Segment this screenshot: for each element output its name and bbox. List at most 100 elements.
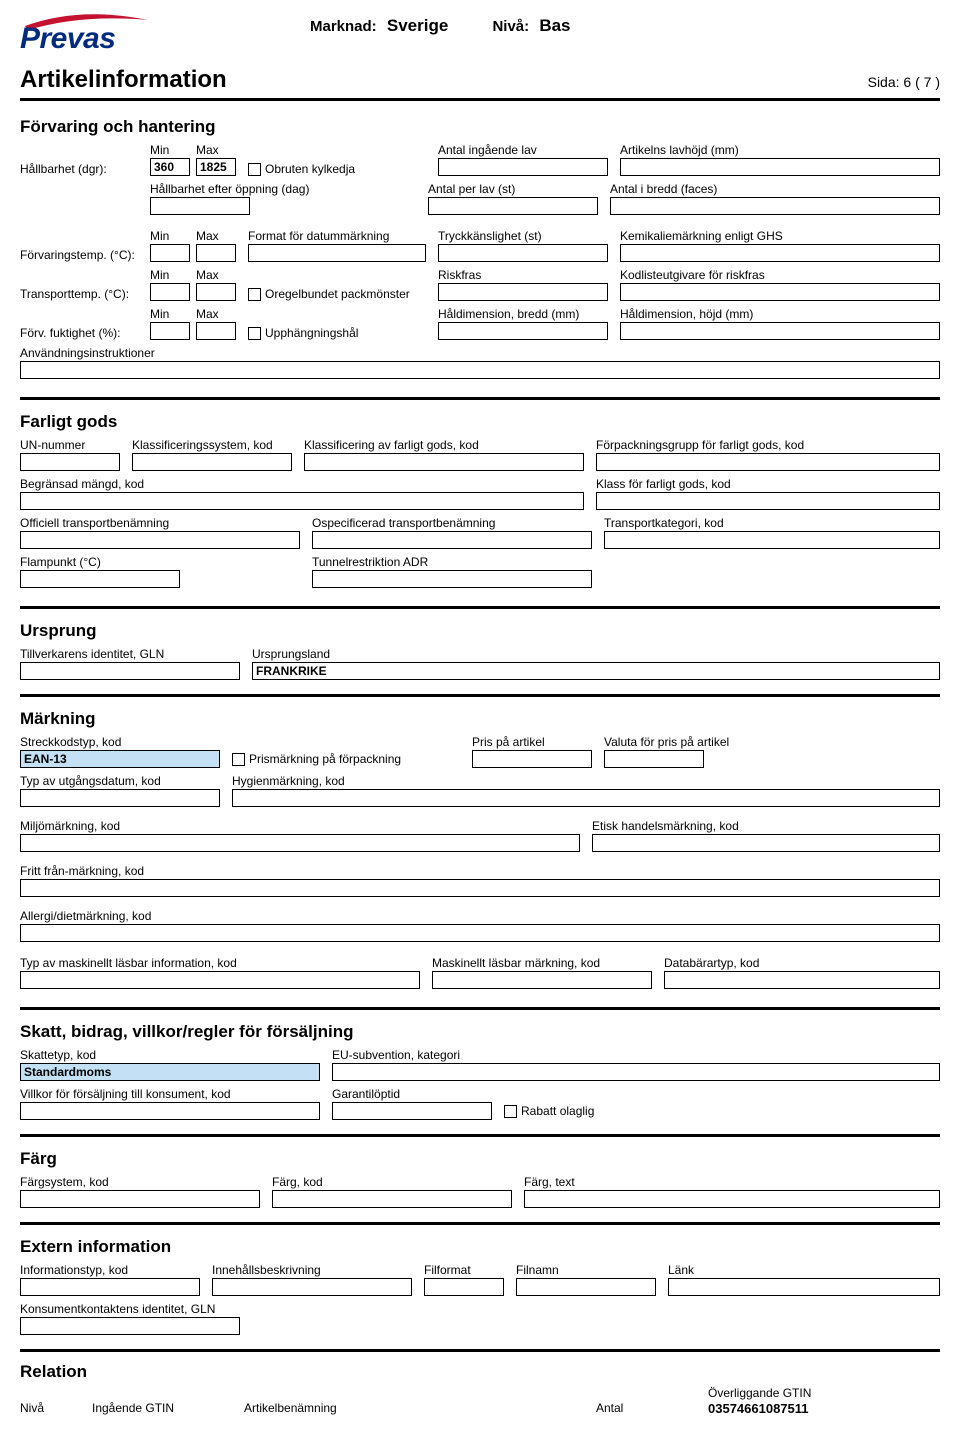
unspec-input[interactable] <box>312 531 592 549</box>
ext-link-label: Länk <box>668 1263 940 1277</box>
date-format-input[interactable] <box>248 244 426 262</box>
irregular-checkbox[interactable] <box>248 288 261 301</box>
barcode-input[interactable]: EAN-13 <box>20 750 220 768</box>
ext-fmt-input[interactable] <box>424 1278 504 1296</box>
tunnel-input[interactable] <box>312 570 592 588</box>
color-code-input[interactable] <box>272 1190 512 1208</box>
un-input[interactable] <box>20 453 120 471</box>
allergy-label: Allergi/dietmärkning, kod <box>20 909 940 923</box>
class-sys-input[interactable] <box>132 453 292 471</box>
allergy-input[interactable] <box>20 924 940 942</box>
limited-label: Begränsad mängd, kod <box>20 477 584 491</box>
cat-input[interactable] <box>604 531 940 549</box>
ext-type-input[interactable] <box>20 1278 200 1296</box>
machine-type-input[interactable] <box>20 971 420 989</box>
warranty-input[interactable] <box>332 1102 492 1120</box>
open-label: Hållbarhet efter öppning (dag) <box>150 182 428 196</box>
market-label: Marknad: <box>310 18 377 35</box>
page-title: Artikelinformation <box>20 66 227 94</box>
flash-input[interactable] <box>20 570 180 588</box>
width-faces-input[interactable] <box>610 197 940 215</box>
storage-temp-min[interactable] <box>150 244 190 262</box>
shelf-max[interactable]: 1825 <box>196 158 236 176</box>
ext-type-label: Informationstyp, kod <box>20 1263 200 1277</box>
price-input[interactable] <box>472 750 592 768</box>
class-sys-label: Klassificeringssystem, kod <box>132 438 292 452</box>
unbroken-checkbox[interactable] <box>248 163 261 176</box>
cond-input[interactable] <box>20 1102 320 1120</box>
risk-input[interactable] <box>438 283 608 301</box>
color-sys-input[interactable] <box>20 1190 260 1208</box>
humidity-label: Förv. fuktighet (%): <box>20 326 150 340</box>
logo-text: Prevas <box>20 22 115 55</box>
hanging-checkbox[interactable] <box>248 327 261 340</box>
limited-input[interactable] <box>20 492 584 510</box>
eu-input[interactable] <box>332 1063 940 1081</box>
relation-heading: Relation <box>20 1362 940 1382</box>
cond-label: Villkor för försäljning till konsument, … <box>20 1087 320 1101</box>
storage-temp-max[interactable] <box>196 244 236 262</box>
official-input[interactable] <box>20 531 300 549</box>
un-label: UN-nummer <box>20 438 120 452</box>
ext-fname-input[interactable] <box>516 1278 656 1296</box>
risk-code-input[interactable] <box>620 283 940 301</box>
ext-contact-input[interactable] <box>20 1317 240 1335</box>
market-value: Sverige <box>387 16 448 35</box>
market-level: Marknad: Sverige Nivå: Bas <box>150 16 940 36</box>
logo: Prevas <box>20 12 150 56</box>
per-layer-input[interactable] <box>428 197 598 215</box>
eu-label: EU-subvention, kategori <box>332 1048 940 1062</box>
mfr-input[interactable] <box>20 662 240 680</box>
ghs-input[interactable] <box>620 244 940 262</box>
layers-label: Antal ingående lav <box>438 143 608 157</box>
discount-checkbox[interactable] <box>504 1105 517 1118</box>
price-mark-label: Prismärkning på förpackning <box>249 752 401 766</box>
section-marking: Märkning Streckkodstyp, kod EAN-13 Prism… <box>20 703 940 1010</box>
instructions-input[interactable] <box>20 361 940 379</box>
ethical-input[interactable] <box>592 834 940 852</box>
humidity-min[interactable] <box>150 322 190 340</box>
color-text-input[interactable] <box>524 1190 940 1208</box>
hazclass-label: Klass för farligt gods, kod <box>596 477 940 491</box>
color-code-label: Färg, kod <box>272 1175 512 1189</box>
price-mark-checkbox[interactable] <box>232 753 245 766</box>
layer-height-input[interactable] <box>620 158 940 176</box>
machine-type-label: Typ av maskinellt läsbar information, ko… <box>20 956 420 970</box>
carrier-input[interactable] <box>664 971 940 989</box>
pkg-group-input[interactable] <box>596 453 940 471</box>
rel-gtin-over-value: 03574661087511 <box>708 1401 940 1416</box>
ethical-label: Etisk handelsmärkning, kod <box>592 819 940 833</box>
tax-type-label: Skattetyp, kod <box>20 1048 320 1062</box>
title-row: Artikelinformation Sida: 6 ( 7 ) <box>20 60 940 101</box>
currency-input[interactable] <box>604 750 704 768</box>
ext-fmt-label: Filformat <box>424 1263 504 1277</box>
shelf-min[interactable]: 360 <box>150 158 190 176</box>
warranty-label: Garantilöptid <box>332 1087 492 1101</box>
free-input[interactable] <box>20 879 940 897</box>
country-input[interactable]: FRANKRIKE <box>252 662 940 680</box>
ext-contact-label: Konsumentkontaktens identitet, GLN <box>20 1302 940 1316</box>
tax-type-input[interactable]: Standardmoms <box>20 1063 320 1081</box>
hygiene-input[interactable] <box>232 789 940 807</box>
machine-mark-input[interactable] <box>432 971 652 989</box>
hazclass-input[interactable] <box>596 492 940 510</box>
humidity-max[interactable] <box>196 322 236 340</box>
section-storage: Förvaring och hantering Hållbarhet (dgr)… <box>20 111 940 400</box>
width-faces-label: Antal i bredd (faces) <box>610 182 940 196</box>
transport-temp-min[interactable] <box>150 283 190 301</box>
level-label: Nivå: <box>492 18 529 35</box>
transport-temp-max[interactable] <box>196 283 236 301</box>
ext-link-input[interactable] <box>668 1278 940 1296</box>
class-input[interactable] <box>304 453 584 471</box>
section-origin: Ursprung Tillverkarens identitet, GLN Ur… <box>20 615 940 697</box>
open-input[interactable] <box>150 197 250 215</box>
hole-w-input[interactable] <box>438 322 608 340</box>
tunnel-label: Tunnelrestriktion ADR <box>312 555 592 569</box>
env-input[interactable] <box>20 834 580 852</box>
hole-h-input[interactable] <box>620 322 940 340</box>
env-label: Miljömärkning, kod <box>20 819 580 833</box>
press-input[interactable] <box>438 244 608 262</box>
color-text-label: Färg, text <box>524 1175 940 1189</box>
layers-input[interactable] <box>438 158 608 176</box>
ext-desc-input[interactable] <box>212 1278 412 1296</box>
